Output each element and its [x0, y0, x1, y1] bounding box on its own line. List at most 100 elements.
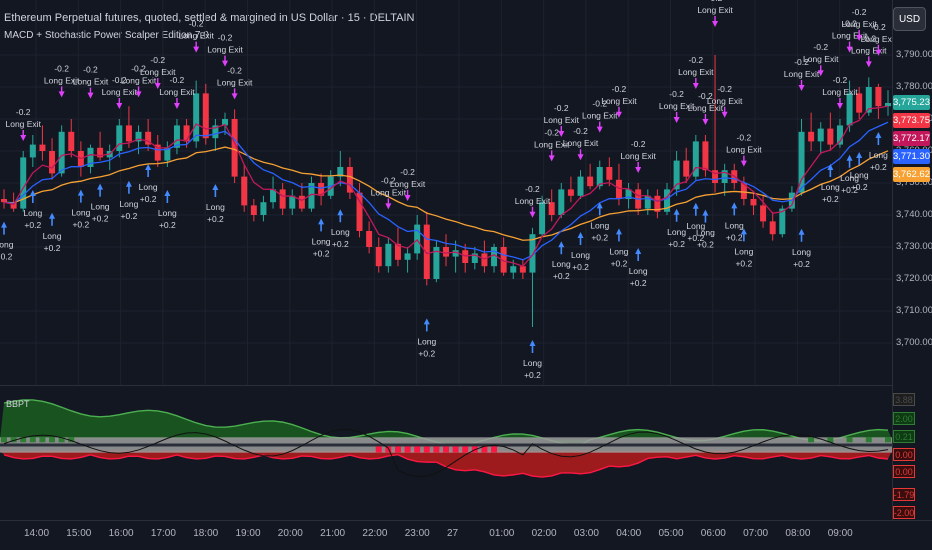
entry-label: Long — [331, 227, 350, 237]
candle-body — [212, 125, 219, 139]
entry-value: +0.2 — [851, 182, 868, 192]
entry-arrow-icon — [692, 202, 699, 216]
oscillator-tag: 3.88 — [893, 393, 915, 406]
candle-body — [87, 147, 94, 167]
candle-body — [356, 192, 363, 231]
entry-value: +0.2 — [870, 162, 887, 172]
time-tick: 21:00 — [320, 528, 346, 539]
long-entry-signal: Long +0.2 — [792, 228, 811, 269]
exit-arrow-icon — [231, 88, 238, 100]
exit-arrow-icon — [193, 41, 200, 53]
indicator-name[interactable]: MACD + Stochastic Power Scalper Edition … — [4, 30, 209, 41]
candle-body — [615, 179, 622, 199]
price-tick: 3,710.00 — [896, 305, 932, 316]
entry-value: +0.2 — [313, 248, 330, 258]
entry-arrow-icon — [49, 212, 56, 226]
exit-label: Long Exit — [515, 196, 551, 206]
candle-body — [39, 144, 46, 151]
pane-separator[interactable] — [0, 385, 892, 386]
exit-arrow-icon — [798, 80, 805, 91]
candle-body — [68, 131, 75, 151]
entry-arrow-icon — [77, 189, 84, 203]
long-exit-signal: -0.2 Long Exit — [121, 63, 157, 98]
candle-body — [145, 131, 152, 145]
long-exit-signal: -0.2 Long Exit — [803, 42, 839, 77]
exit-arrow-icon — [836, 98, 843, 109]
currency-button[interactable]: USD — [893, 7, 926, 31]
candle-body — [49, 151, 56, 174]
candle-body — [664, 189, 670, 212]
long-exit-signal: -0.2 Long Exit — [515, 184, 551, 218]
entry-label: Long — [71, 208, 90, 218]
entry-label: Long — [609, 246, 628, 256]
exit-label: Long Exit — [861, 34, 892, 44]
entry-value: +0.2 — [121, 211, 138, 221]
exit-arrow-icon — [692, 78, 699, 89]
candle-body — [817, 128, 824, 142]
long-exit-signal: -0.2 Long Exit — [73, 65, 109, 99]
exit-label: Long Exit — [582, 111, 618, 121]
long-exit-signal: -0.2 Long Exit — [784, 57, 820, 91]
candle-body — [443, 247, 449, 257]
hist-bar — [443, 446, 449, 453]
time-tick: 03:00 — [573, 528, 599, 539]
entry-value: +0.2 — [841, 185, 858, 195]
entry-arrow-icon — [615, 228, 622, 242]
exit-value: -0.2 — [16, 107, 31, 117]
entry-label: Long — [158, 208, 177, 218]
exit-label: Long Exit — [217, 77, 253, 87]
hist-bar — [375, 446, 382, 453]
exit-arrow-icon — [116, 98, 123, 109]
price-tick: 3,780.00 — [896, 81, 932, 92]
entry-arrow-icon — [145, 164, 152, 177]
entry-arrow-icon — [635, 248, 642, 261]
long-exit-signal: -0.2 Long Exit — [726, 133, 762, 167]
long-exit-signal: -0.2 Long Exit — [582, 99, 618, 133]
entry-label: Long — [725, 220, 744, 230]
time-tick: 08:00 — [785, 528, 811, 539]
entry-arrow-icon — [577, 232, 584, 245]
long-exit-signal: -0.2 Long Exit — [140, 55, 176, 89]
bear-line — [3, 453, 889, 478]
entry-label: Long — [821, 182, 840, 192]
entry-label: Long — [734, 246, 753, 256]
entry-label: Long — [91, 202, 110, 212]
hist-bar — [481, 446, 488, 453]
candle-body — [404, 253, 411, 260]
entry-value: +0.2 — [418, 348, 435, 358]
exit-value: -0.2 — [861, 33, 876, 43]
exit-label: Long Exit — [73, 77, 109, 87]
candle-body — [58, 131, 65, 174]
entry-label: Long — [139, 182, 158, 192]
long-entry-signal: Long +0.2 — [331, 209, 350, 249]
exit-value: -0.2 — [573, 126, 588, 136]
exit-value: -0.2 — [698, 91, 713, 101]
candle-body — [654, 195, 661, 212]
hist-bar — [68, 437, 75, 443]
entry-value: +0.2 — [72, 220, 89, 230]
entry-arrow-icon — [827, 164, 834, 177]
entry-label: Long — [590, 220, 609, 230]
time-tick: 06:00 — [700, 528, 726, 539]
long-entry-signal: Long +0.2 — [821, 164, 840, 204]
candle-body — [702, 141, 709, 171]
exit-label: Long Exit — [140, 67, 176, 77]
price-tick: 3,700.00 — [896, 337, 932, 348]
long-entry-signal: Long +0.2 — [552, 241, 571, 281]
exit-arrow-icon — [404, 190, 411, 201]
price-axis-border — [892, 0, 893, 520]
entry-arrow-icon — [337, 209, 344, 223]
exit-arrow-icon — [558, 126, 565, 137]
entry-arrow-icon — [1, 221, 7, 235]
exit-label: Long Exit — [601, 96, 637, 106]
exit-label: Long Exit — [726, 145, 762, 155]
oscillator-chart[interactable] — [0, 385, 892, 520]
exit-value: -0.2 — [833, 75, 848, 85]
long-exit-signal: -0.2 Long Exit — [659, 89, 695, 123]
entry-arrow-icon — [731, 202, 738, 216]
exit-arrow-icon — [222, 55, 228, 67]
exit-value: -0.2 — [544, 127, 559, 137]
candle-body — [519, 266, 526, 273]
entry-value: +0.2 — [668, 239, 685, 249]
